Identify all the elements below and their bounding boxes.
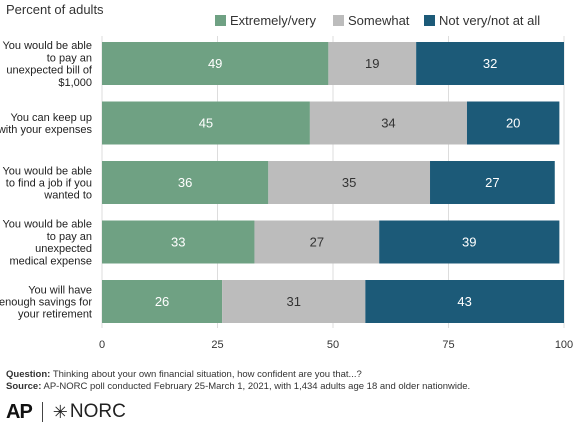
bar-value-label: 35 (342, 175, 356, 190)
bar-value-label: 27 (485, 175, 499, 190)
question-text: Thinking about your own financial situat… (52, 369, 362, 380)
legend-swatch (215, 15, 226, 26)
legend-item: Extremely/very (215, 13, 316, 28)
category-label: to pay an (47, 52, 92, 64)
bar-segment (328, 42, 417, 85)
bar-segment (102, 220, 255, 264)
category-label: unexpected (35, 243, 92, 255)
norc-logo: ✳ NORC (53, 401, 126, 423)
bar-value-label: 39 (462, 235, 476, 250)
bar-value-label: 27 (310, 235, 324, 250)
category-label: You would be able (2, 40, 92, 52)
bar-segment (466, 101, 560, 145)
bar-segment (379, 220, 560, 264)
category-label: You would be able (2, 219, 92, 231)
bar-segment (430, 161, 555, 204)
bar-value-label: 49 (208, 56, 222, 71)
bar-value-label: 32 (483, 56, 497, 71)
source-label: Source: (6, 380, 42, 392)
x-axis-ticks: 0 25 50 75 100 (99, 339, 573, 351)
category-label: $1,000 (58, 77, 92, 89)
category-label: medical expense (9, 255, 92, 267)
category-label: enough savings for (0, 297, 92, 309)
category-label: You will have (28, 284, 92, 296)
bar-segment (102, 42, 329, 85)
legend-label: Not very/not at all (439, 13, 541, 28)
source-text: AP-NORC poll conducted February 25-March… (43, 380, 471, 392)
legend-swatch (333, 15, 344, 26)
norc-wordmark: NORC (69, 401, 126, 422)
legend-label: Somewhat (348, 13, 410, 28)
question-label: Question: (6, 369, 51, 380)
legend: Extremely/very Somewhat Not very/not at al… (0, 13, 581, 33)
legend-item: Not very/not at all (424, 13, 540, 28)
bar-segment (102, 161, 269, 204)
legend-label: Extremely/very (230, 13, 316, 28)
bars: 49 19 32 45 34 20 36 35 27 33 27 39 26 31 43 (102, 42, 564, 323)
legend-swatch (424, 15, 435, 26)
logo-divider (41, 402, 43, 422)
category-label: to pay an (47, 231, 92, 243)
category-label: unexpected bill of (6, 65, 93, 77)
chart-subtitle: Percent of adults (6, 2, 104, 17)
bar-segment (102, 280, 223, 323)
ap-logo: AP (6, 400, 33, 423)
bar-value-label: 43 (457, 294, 471, 309)
bar-value-label: 36 (178, 175, 192, 190)
bar-segment (309, 101, 467, 145)
bar-segment (222, 280, 366, 323)
x-tick-label: 25 (211, 339, 223, 351)
bar-value-label: 34 (381, 116, 395, 131)
category-label: You can keep up (10, 112, 92, 124)
bar-segment (254, 220, 380, 264)
source-note: Source: AP-NORC poll conducted February … (6, 381, 470, 393)
x-tick-label: 50 (327, 339, 339, 351)
category-label: with your expenses (0, 124, 92, 136)
x-tick-label: 100 (555, 339, 573, 351)
x-tick-label: 0 (99, 339, 105, 351)
bar-value-label: 33 (171, 235, 185, 250)
logos: AP ✳ NORC (6, 398, 126, 426)
bar-value-label: 26 (155, 294, 169, 309)
norc-star-icon: ✳ (52, 401, 68, 422)
chart-notes: Question: Thinking about your own financ… (6, 369, 470, 392)
question-note: Question: Thinking about your own financ… (6, 369, 470, 381)
bar-value-label: 20 (506, 116, 520, 131)
x-tick-label: 75 (442, 339, 454, 351)
bar-segment (365, 280, 564, 323)
bar-value-label: 45 (199, 116, 213, 131)
category-label: your retirement (18, 309, 92, 321)
category-label: to find a job if you (6, 178, 92, 190)
legend-item: Somewhat (333, 13, 409, 28)
bar-value-label: 31 (286, 294, 300, 309)
bar-value-label: 19 (365, 56, 379, 71)
category-label: wanted to (43, 190, 92, 202)
bar-segment (416, 42, 564, 85)
bar-segment (102, 101, 310, 145)
category-label: You would be able (2, 165, 92, 177)
bar-segment (268, 161, 431, 204)
